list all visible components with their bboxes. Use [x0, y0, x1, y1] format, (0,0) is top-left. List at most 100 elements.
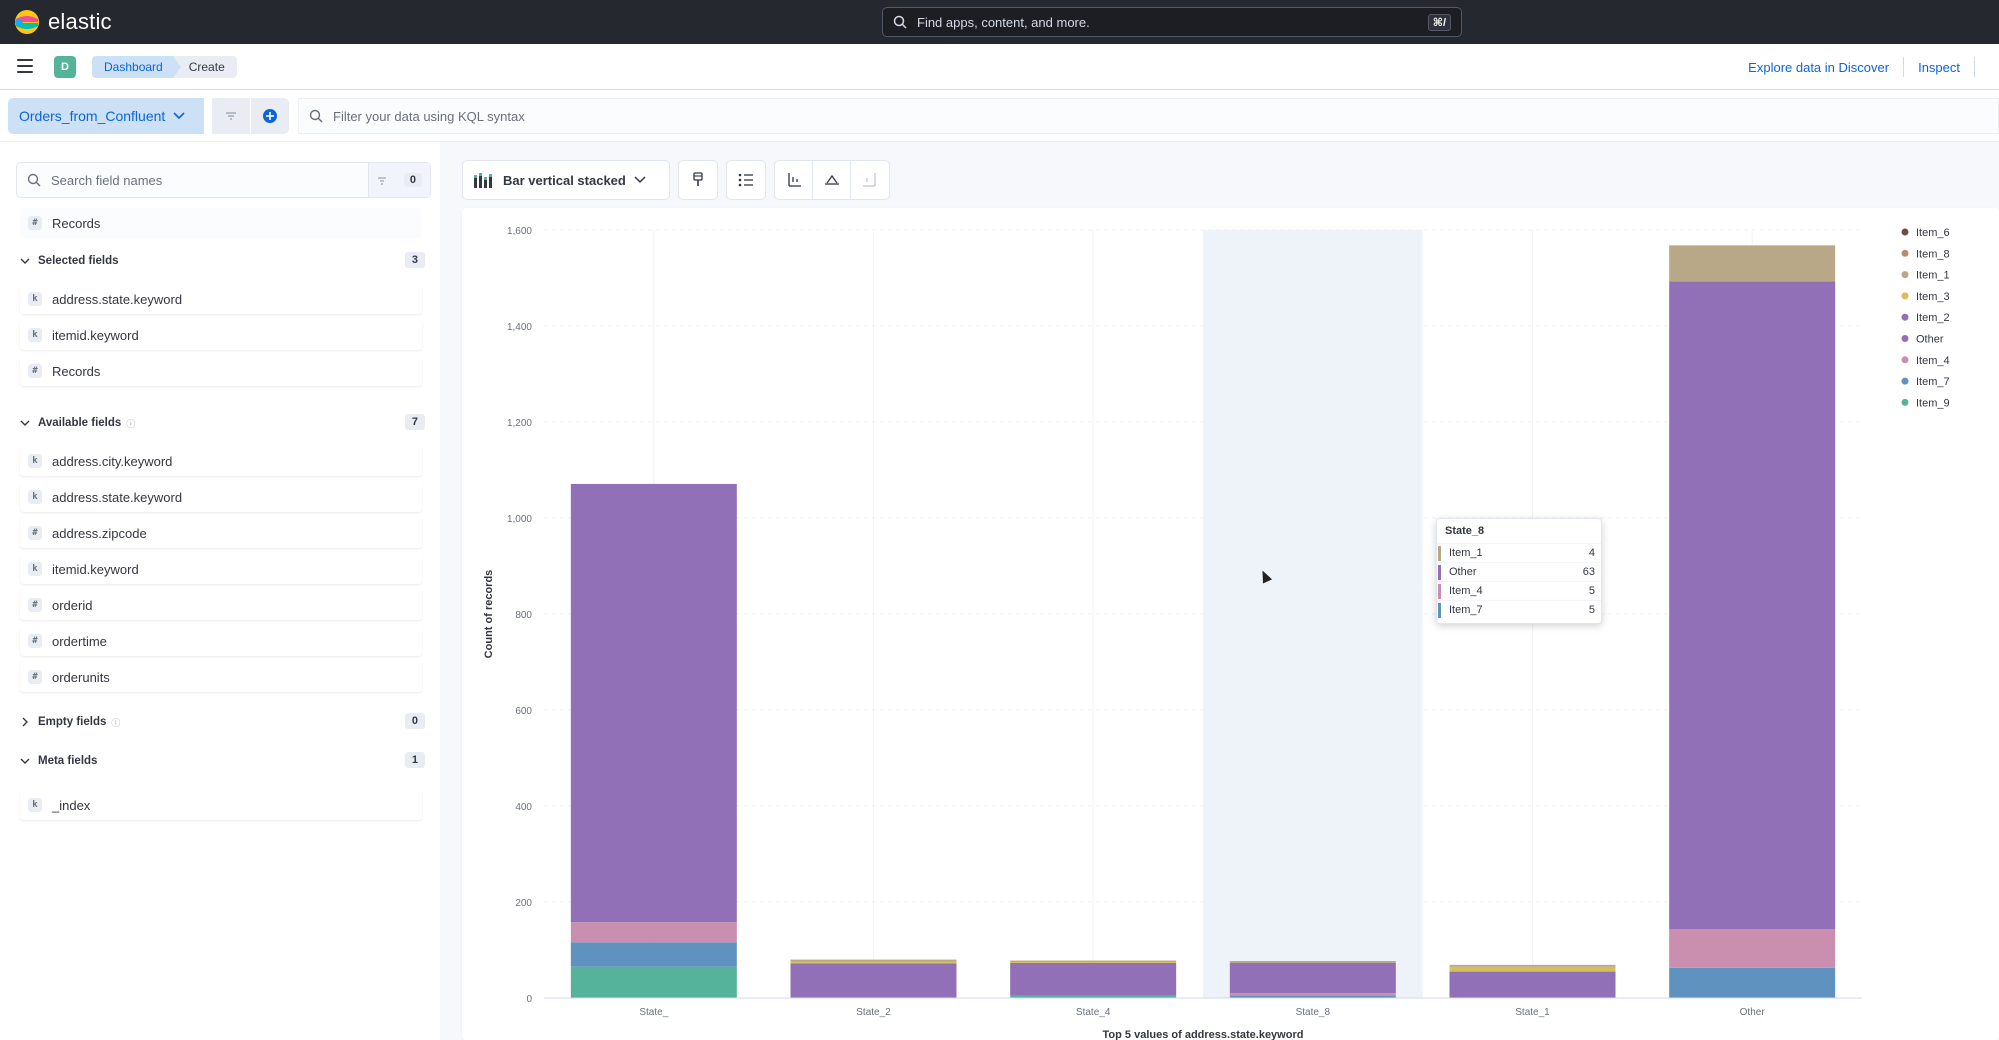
kql-query-input[interactable]: Filter your data using KQL syntax [298, 98, 1999, 134]
visual-options-button[interactable] [679, 161, 717, 199]
bottom-axis-button[interactable] [813, 161, 851, 199]
field-item[interactable]: # orderid [20, 590, 422, 620]
global-search-input[interactable]: Find apps, content, and more. ⌘/ [882, 7, 1462, 37]
tooltip-row: Item_1 4 [1437, 543, 1601, 562]
tooltip-row: Item_7 5 [1437, 600, 1601, 619]
field-item[interactable]: # Records [20, 356, 422, 386]
legend-swatch [1901, 292, 1909, 300]
bar-segment [1669, 245, 1836, 282]
tooltip-series: Item_4 [1449, 585, 1483, 597]
field-type-filter-button[interactable]: 0 [368, 163, 430, 197]
x-tick-label: State_4 [1076, 1007, 1111, 1018]
number-type-icon: # [28, 598, 42, 612]
tooltip-series: Item_7 [1449, 604, 1483, 616]
selected-fields-section[interactable]: Selected fields 3 [20, 250, 425, 272]
legend-item: Other [1916, 334, 1944, 346]
meta-fields-section[interactable]: Meta fields 1 [20, 750, 425, 772]
section-title: Available fields [38, 417, 122, 429]
plus-circle-icon [263, 109, 277, 123]
field-item[interactable]: k address.state.keyword [20, 284, 422, 314]
left-axis-button[interactable] [775, 161, 813, 199]
search-icon [309, 109, 323, 123]
filter-icon [226, 112, 236, 120]
field-name: address.state.keyword [52, 489, 183, 505]
empty-fields-section[interactable]: Empty fields ⓘ 0 [20, 711, 425, 733]
data-view-name: Orders_from_Confluent [19, 108, 166, 124]
chevron-right-icon [22, 717, 28, 727]
field-item[interactable]: k _index [20, 790, 422, 820]
field-item[interactable]: k address.state.keyword [20, 482, 422, 512]
header-actions: Explore data in Discover Inspect [1748, 56, 1975, 78]
bar-segment [1229, 961, 1396, 963]
y-tick-label: 200 [515, 898, 532, 909]
field-search-input[interactable]: Search field names 0 [16, 162, 431, 198]
explore-in-discover-link[interactable]: Explore data in Discover [1748, 59, 1890, 75]
chart-type-picker[interactable]: Bar vertical stacked [462, 160, 670, 200]
legend-item: Item_3 [1916, 291, 1950, 303]
chevron-down-icon [173, 112, 185, 120]
bar-segment [1229, 962, 1396, 994]
legend-swatch [1901, 356, 1909, 364]
filter-options-button[interactable] [212, 98, 250, 134]
legend-button-group [726, 160, 766, 200]
inspect-link[interactable]: Inspect [1918, 59, 1960, 75]
y-tick-label: 1,600 [507, 226, 532, 237]
field-name: _index [52, 797, 91, 813]
axis-button-group [774, 160, 890, 200]
legend-item: Item_1 [1916, 270, 1950, 282]
legend-button[interactable] [727, 161, 765, 199]
stacked-bar-chart[interactable]: 0 200 400 600 800 1,000 1,200 1,400 1,600 State_ S… [462, 208, 1999, 1040]
legend-swatch [1901, 398, 1909, 406]
field-item[interactable]: k itemid.keyword [20, 320, 422, 350]
section-title: Selected fields [38, 255, 119, 267]
field-item[interactable]: k address.city.keyword [20, 446, 422, 476]
list-icon [738, 173, 753, 187]
keyword-type-icon: k [28, 798, 42, 812]
left-axis-icon [787, 173, 801, 187]
elastic-logo[interactable]: elastic [14, 8, 112, 36]
breadcrumb-bar: D Dashboard Create Explore data in Disco… [0, 44, 1999, 90]
field-item[interactable]: # orderunits [20, 662, 422, 692]
legend-swatch [1901, 228, 1909, 236]
field-item[interactable]: # ordertime [20, 626, 422, 656]
filter-count-badge: 0 [403, 173, 422, 187]
space-avatar[interactable]: D [54, 56, 76, 78]
y-tick-label: 1,000 [507, 514, 532, 525]
info-icon[interactable]: ⓘ [111, 717, 121, 728]
legend-swatch [1901, 335, 1909, 342]
x-axis-title: Top 5 values of address.state.keyword [1103, 1029, 1304, 1040]
available-fields-section[interactable]: Available fields ⓘ 7 [20, 412, 425, 434]
data-view-picker[interactable]: Orders_from_Confluent [8, 98, 204, 134]
bar-segment [570, 942, 737, 967]
field-item-records[interactable]: # Records [20, 208, 422, 238]
bar-segment [570, 922, 737, 943]
field-item[interactable]: # address.zipcode [20, 518, 422, 548]
field-search-placeholder: Search field names [51, 172, 163, 188]
menu-icon[interactable] [17, 59, 33, 73]
right-axis-button[interactable] [851, 161, 889, 199]
x-tick-label: Other [1740, 1007, 1766, 1018]
section-count: 7 [404, 414, 425, 430]
bar-segment [1669, 929, 1836, 968]
bar-segment [1669, 967, 1836, 998]
y-tick-label: 800 [515, 610, 532, 621]
search-icon [893, 15, 907, 29]
series-color-swatch [1438, 603, 1441, 618]
keyword-type-icon: k [28, 454, 42, 468]
breadcrumb-dashboard[interactable]: Dashboard [92, 56, 181, 78]
info-icon[interactable]: ⓘ [126, 418, 136, 429]
field-item[interactable]: k itemid.keyword [20, 554, 422, 584]
query-bar: Orders_from_Confluent Filter your data u… [0, 90, 1999, 142]
section-count: 0 [404, 713, 425, 729]
search-icon [27, 173, 41, 187]
keyboard-shortcut-badge: ⌘/ [1427, 13, 1451, 31]
x-tick-label: State_2 [856, 1007, 891, 1018]
section-title: Empty fields [38, 716, 107, 728]
legend-item: Item_4 [1916, 355, 1950, 367]
keyword-type-icon: k [28, 292, 42, 306]
bar-segment [570, 483, 737, 923]
divider [1903, 57, 1905, 77]
number-type-icon: # [28, 216, 42, 230]
add-filter-button[interactable] [251, 98, 289, 134]
field-name: Records [52, 215, 101, 231]
